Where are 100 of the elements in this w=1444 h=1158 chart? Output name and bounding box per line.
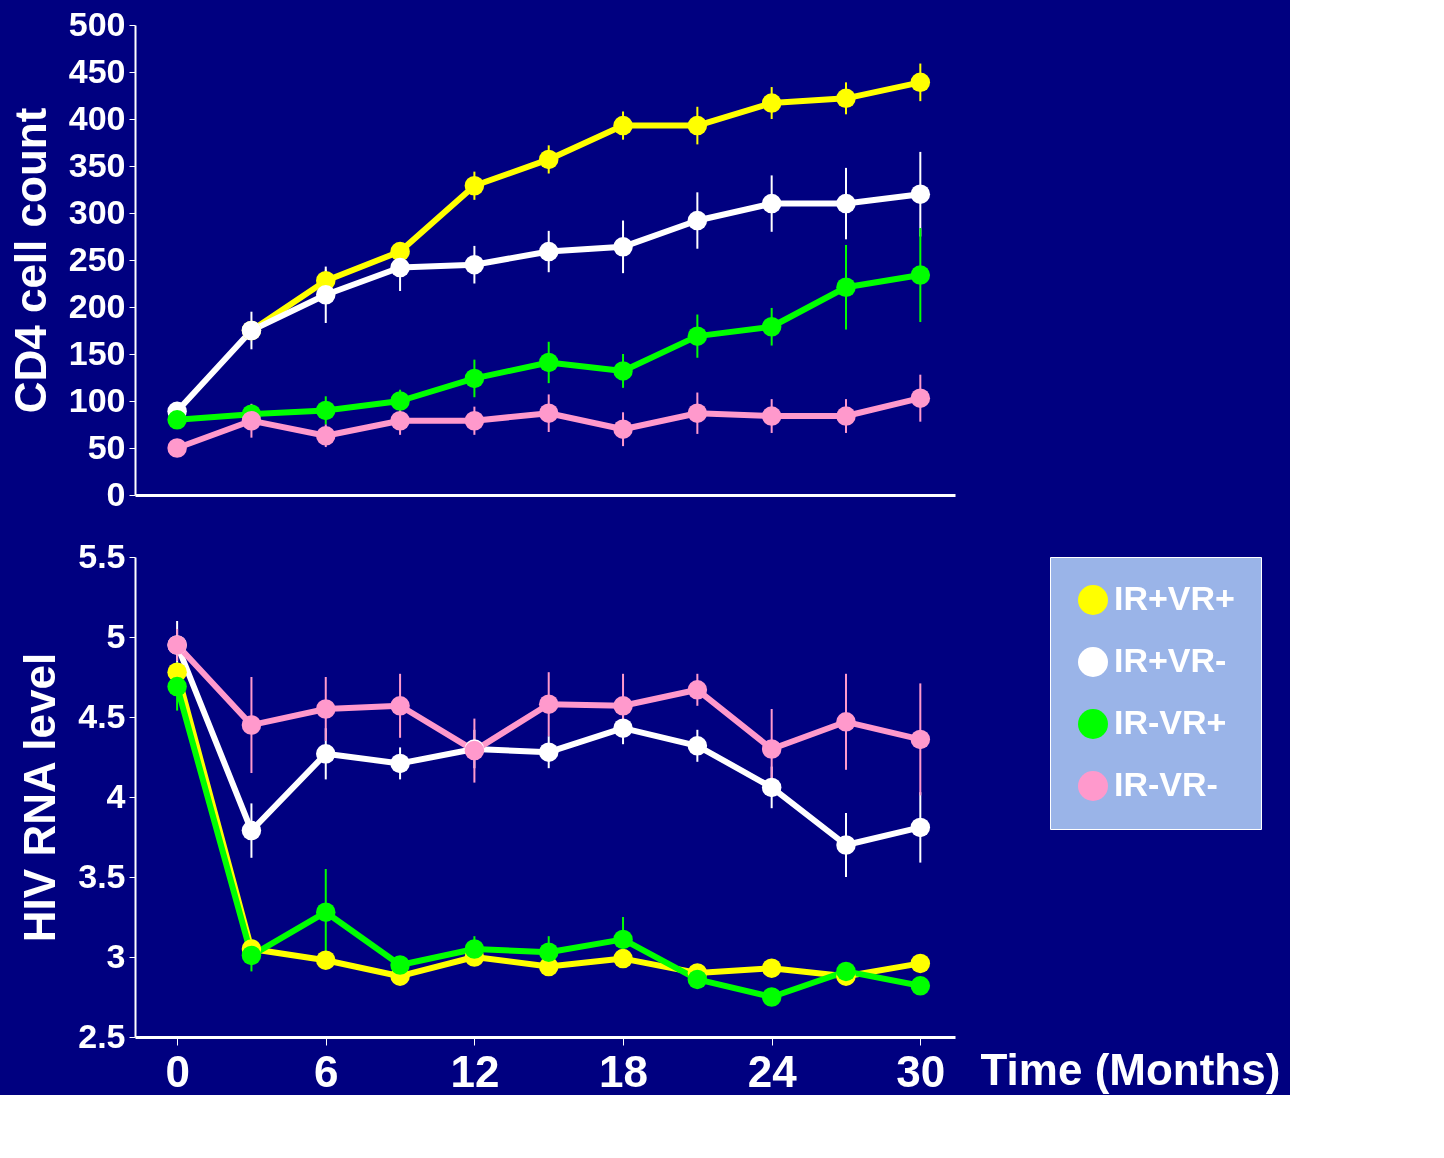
point xyxy=(390,955,410,975)
point xyxy=(687,680,708,700)
point xyxy=(241,715,262,735)
point xyxy=(613,361,633,381)
point xyxy=(390,257,410,278)
x-tick-label: 0 xyxy=(165,1046,190,1096)
point xyxy=(167,410,187,430)
y-tick-label: 3.5 xyxy=(78,856,126,895)
point xyxy=(464,939,485,959)
y-tick-label: 450 xyxy=(68,51,126,90)
point xyxy=(316,902,336,922)
legend-label: IR+VR- xyxy=(1114,641,1227,679)
point xyxy=(464,368,485,389)
point xyxy=(910,72,931,93)
point xyxy=(687,115,708,136)
point xyxy=(761,777,782,798)
point xyxy=(538,241,559,262)
point xyxy=(464,176,485,196)
point xyxy=(910,184,931,204)
point xyxy=(390,411,410,431)
point xyxy=(761,739,782,759)
point xyxy=(613,948,633,969)
point xyxy=(613,929,633,950)
point xyxy=(538,403,559,423)
point xyxy=(241,820,262,841)
point xyxy=(910,729,931,750)
point xyxy=(613,718,633,738)
point xyxy=(390,391,410,411)
point xyxy=(761,93,782,113)
point xyxy=(687,736,708,756)
legend-label: IR-VR- xyxy=(1114,765,1218,803)
y-axis-title: HIV RNA level xyxy=(15,652,65,943)
point xyxy=(761,987,782,1007)
point xyxy=(613,115,633,136)
y-tick-label: 50 xyxy=(87,427,126,466)
point xyxy=(836,961,856,982)
point xyxy=(910,976,931,996)
point xyxy=(761,193,782,214)
point xyxy=(687,969,708,990)
y-tick-label: 250 xyxy=(68,239,126,278)
y-tick-label: 500 xyxy=(68,4,126,43)
point xyxy=(836,88,856,109)
point xyxy=(910,265,931,285)
point xyxy=(390,753,410,774)
x-axis-title: Time (Months) xyxy=(980,1044,1281,1094)
point xyxy=(538,942,559,962)
point xyxy=(390,241,410,262)
point xyxy=(316,400,336,421)
point xyxy=(538,694,559,714)
point xyxy=(316,426,336,446)
x-tick-label: 30 xyxy=(896,1046,946,1096)
legend-label: IR-VR+ xyxy=(1114,703,1227,741)
legend-label: IR+VR+ xyxy=(1114,579,1235,617)
point xyxy=(836,193,856,214)
x-tick-label: 18 xyxy=(599,1046,649,1096)
point xyxy=(687,403,708,423)
point xyxy=(910,817,931,838)
y-tick-label: 100 xyxy=(68,380,126,419)
y-tick-label: 3 xyxy=(106,936,126,975)
y-tick-label: 5 xyxy=(106,616,126,655)
point xyxy=(836,406,856,426)
y-tick-label: 350 xyxy=(68,145,126,184)
point xyxy=(761,317,782,337)
y-tick-label: 4 xyxy=(106,776,126,815)
y-tick-label: 0 xyxy=(106,474,126,513)
point xyxy=(910,388,931,408)
point xyxy=(316,744,336,764)
y-tick-label: 300 xyxy=(68,192,126,231)
y-tick-label: 150 xyxy=(68,333,126,372)
x-tick-label: 24 xyxy=(747,1046,798,1096)
point xyxy=(538,149,559,170)
y-tick-label: 2.5 xyxy=(78,1016,126,1055)
y-tick-label: 400 xyxy=(68,98,126,137)
y-tick-label: 200 xyxy=(68,286,126,325)
y-tick-label: 4.5 xyxy=(78,696,126,735)
y-tick-label: 5.5 xyxy=(78,536,126,575)
point xyxy=(613,696,633,716)
point xyxy=(241,411,262,431)
point xyxy=(910,953,931,974)
point xyxy=(761,406,782,426)
point xyxy=(316,285,336,305)
point xyxy=(687,326,708,346)
x-tick-label: 12 xyxy=(450,1046,500,1096)
point xyxy=(836,712,856,732)
point xyxy=(167,438,187,458)
point xyxy=(836,277,856,297)
point xyxy=(316,950,336,970)
point xyxy=(390,696,410,716)
y-axis-title: CD4 cell count xyxy=(5,107,55,414)
point xyxy=(464,254,485,275)
point xyxy=(167,676,187,697)
point xyxy=(538,742,559,762)
point xyxy=(613,237,633,257)
point xyxy=(687,210,708,231)
point xyxy=(836,835,856,855)
point xyxy=(316,699,336,719)
x-tick-label: 6 xyxy=(314,1046,339,1096)
point xyxy=(464,411,485,431)
point xyxy=(538,352,559,373)
point xyxy=(761,958,782,978)
